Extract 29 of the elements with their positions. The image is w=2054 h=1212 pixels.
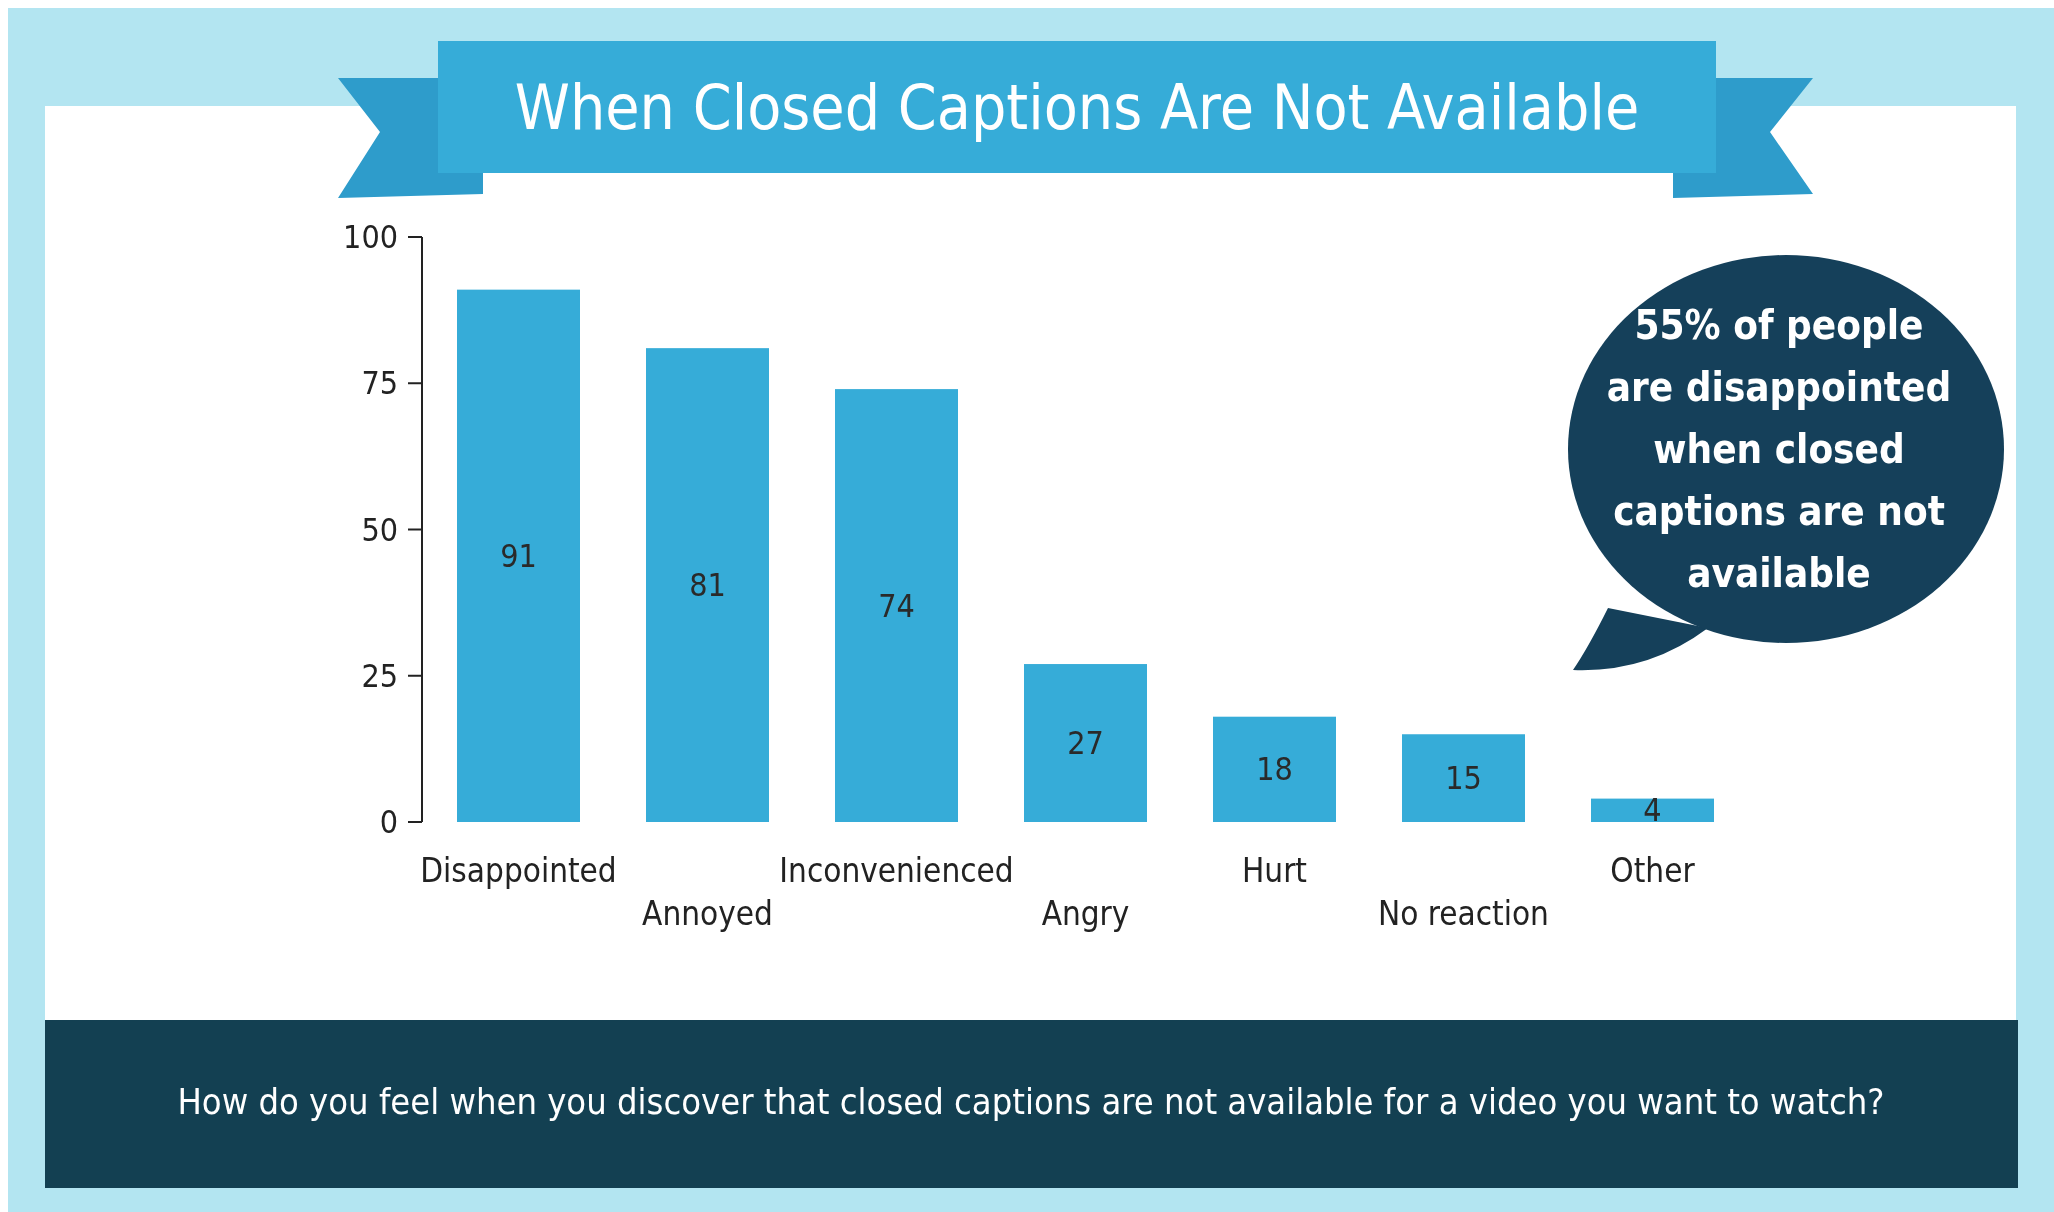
y-tick-label: 50	[361, 510, 398, 549]
bar	[646, 348, 769, 822]
data-label: 18	[1256, 750, 1293, 789]
y-tick-label: 0	[379, 803, 398, 841]
data-label: 91	[500, 536, 537, 575]
y-tick-label: 75	[361, 364, 398, 403]
data-label: 15	[1445, 759, 1482, 798]
x-tick-label: Disappointed	[420, 850, 617, 890]
data-label: 4	[1643, 791, 1662, 830]
text: How do you feel when you discover that closed captions are not available for a video you want to watch?	[177, 1080, 1885, 1122]
bar	[1024, 664, 1147, 822]
bar	[1591, 798, 1714, 822]
bar	[1402, 734, 1525, 822]
data-label: 27	[1067, 724, 1104, 763]
bar	[457, 289, 580, 822]
x-tick-label: Inconvenienced	[779, 850, 1014, 890]
chart-title: When Closed Captions Are Not Available	[514, 70, 1640, 144]
bar	[1213, 716, 1336, 822]
y-tick-label: 100	[343, 218, 398, 256]
x-tick-label: Annoyed	[642, 893, 773, 933]
annotation: 55% of people are disappointed when closed captions are not available	[1606, 302, 1952, 596]
data-label: 74	[878, 586, 915, 625]
x-tick-label: Other	[1610, 850, 1696, 890]
bar	[835, 389, 958, 822]
data-label: 81	[689, 566, 726, 605]
x-tick-label: No reaction	[1378, 893, 1549, 933]
x-tick-label: Hurt	[1242, 850, 1307, 890]
y-tick-label: 25	[361, 656, 398, 695]
x-tick-label: Angry	[1041, 893, 1130, 933]
